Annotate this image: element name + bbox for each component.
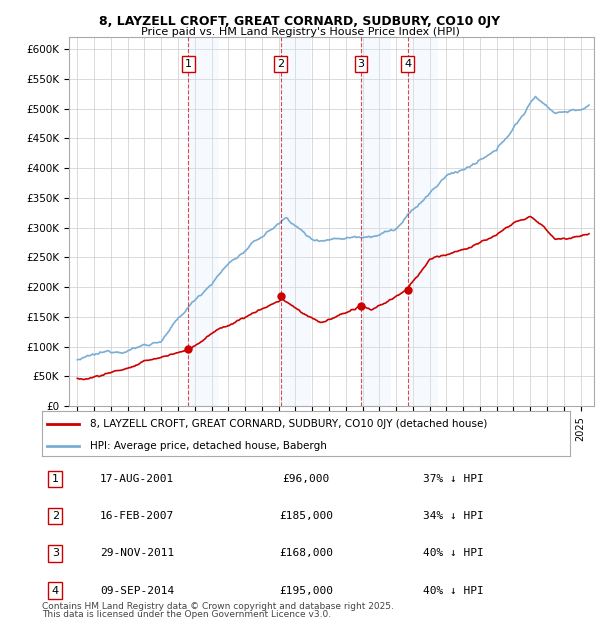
Text: £96,000: £96,000 xyxy=(283,474,329,484)
Text: 40% ↓ HPI: 40% ↓ HPI xyxy=(424,585,484,596)
Text: 29-NOV-2011: 29-NOV-2011 xyxy=(100,548,174,559)
Text: 1: 1 xyxy=(185,59,192,69)
Text: HPI: Average price, detached house, Babergh: HPI: Average price, detached house, Babe… xyxy=(89,441,326,451)
Text: 16-FEB-2007: 16-FEB-2007 xyxy=(100,511,174,521)
Text: 17-AUG-2001: 17-AUG-2001 xyxy=(100,474,174,484)
Text: 3: 3 xyxy=(358,59,365,69)
Text: 1: 1 xyxy=(52,474,59,484)
Text: 3: 3 xyxy=(52,548,59,559)
Text: £195,000: £195,000 xyxy=(279,585,333,596)
Text: 8, LAYZELL CROFT, GREAT CORNARD, SUDBURY, CO10 0JY: 8, LAYZELL CROFT, GREAT CORNARD, SUDBURY… xyxy=(100,16,500,29)
Text: 40% ↓ HPI: 40% ↓ HPI xyxy=(424,548,484,559)
Text: 4: 4 xyxy=(404,59,411,69)
Text: Contains HM Land Registry data © Crown copyright and database right 2025.: Contains HM Land Registry data © Crown c… xyxy=(42,602,394,611)
Text: 09-SEP-2014: 09-SEP-2014 xyxy=(100,585,174,596)
Text: 34% ↓ HPI: 34% ↓ HPI xyxy=(424,511,484,521)
Text: 2: 2 xyxy=(52,511,59,521)
Bar xyxy=(361,37,391,406)
Text: £185,000: £185,000 xyxy=(279,511,333,521)
Text: 4: 4 xyxy=(52,585,59,596)
Text: 2: 2 xyxy=(277,59,284,69)
Bar xyxy=(407,37,438,406)
Text: Price paid vs. HM Land Registry's House Price Index (HPI): Price paid vs. HM Land Registry's House … xyxy=(140,27,460,37)
Text: £168,000: £168,000 xyxy=(279,548,333,559)
Text: This data is licensed under the Open Government Licence v3.0.: This data is licensed under the Open Gov… xyxy=(42,610,331,619)
Text: 8, LAYZELL CROFT, GREAT CORNARD, SUDBURY, CO10 0JY (detached house): 8, LAYZELL CROFT, GREAT CORNARD, SUDBURY… xyxy=(89,418,487,428)
Bar xyxy=(188,37,218,406)
Bar xyxy=(281,37,311,406)
Text: 37% ↓ HPI: 37% ↓ HPI xyxy=(424,474,484,484)
